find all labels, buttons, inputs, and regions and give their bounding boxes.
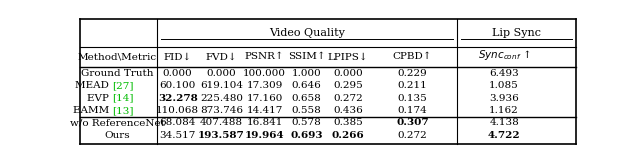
Text: 0.174: 0.174	[397, 106, 427, 115]
Text: 68.084: 68.084	[159, 118, 196, 127]
Text: 0.272: 0.272	[397, 131, 427, 140]
Text: 0.658: 0.658	[292, 93, 321, 103]
Text: 193.587: 193.587	[198, 131, 244, 140]
Text: 0.000: 0.000	[333, 69, 363, 78]
Text: Video Quality: Video Quality	[269, 28, 345, 38]
Text: 4.138: 4.138	[489, 118, 519, 127]
Text: 19.964: 19.964	[244, 131, 284, 140]
Text: LPIPS↓: LPIPS↓	[328, 52, 368, 61]
Text: 0.307: 0.307	[396, 118, 429, 127]
Text: 1.000: 1.000	[292, 69, 321, 78]
Text: [14]: [14]	[112, 93, 134, 103]
Text: 6.493: 6.493	[489, 69, 519, 78]
Text: 0.693: 0.693	[291, 131, 323, 140]
Text: SSIM↑: SSIM↑	[288, 52, 326, 61]
Text: Ground Truth: Ground Truth	[81, 69, 154, 78]
Text: 16.841: 16.841	[246, 118, 283, 127]
Text: 0.578: 0.578	[292, 118, 321, 127]
Text: 32.278: 32.278	[158, 93, 198, 103]
Text: MEAD: MEAD	[75, 81, 112, 90]
Text: 14.417: 14.417	[246, 106, 283, 115]
Text: 0.135: 0.135	[397, 93, 427, 103]
Text: FID↓: FID↓	[164, 52, 192, 61]
Text: 619.104: 619.104	[200, 81, 243, 90]
Text: 0.266: 0.266	[332, 131, 364, 140]
Text: 4.722: 4.722	[488, 131, 520, 140]
Text: 0.229: 0.229	[397, 69, 427, 78]
Text: CPBD↑: CPBD↑	[392, 52, 432, 61]
Text: 0.436: 0.436	[333, 106, 363, 115]
Text: 1.085: 1.085	[489, 81, 519, 90]
Text: 0.558: 0.558	[292, 106, 321, 115]
Text: 0.000: 0.000	[207, 69, 236, 78]
Text: [27]: [27]	[112, 81, 134, 90]
Text: 110.068: 110.068	[156, 106, 199, 115]
Text: 34.517: 34.517	[159, 131, 196, 140]
Text: 0.272: 0.272	[333, 93, 363, 103]
Text: w/o ReferenceNet: w/o ReferenceNet	[70, 118, 164, 127]
Text: 17.160: 17.160	[246, 93, 283, 103]
Text: 3.936: 3.936	[489, 93, 519, 103]
Text: PSNR↑: PSNR↑	[244, 52, 284, 61]
Text: Lip Sync: Lip Sync	[492, 28, 541, 38]
Text: $\mathit{Sync_{conf}}$ ↑: $\mathit{Sync_{conf}}$ ↑	[477, 48, 531, 62]
Text: FVD↓: FVD↓	[205, 52, 237, 61]
Text: 100.000: 100.000	[243, 69, 286, 78]
Text: 0.211: 0.211	[397, 81, 427, 90]
Text: 1.162: 1.162	[489, 106, 519, 115]
Text: 873.746: 873.746	[200, 106, 243, 115]
Text: 0.646: 0.646	[292, 81, 321, 90]
Text: 0.385: 0.385	[333, 118, 363, 127]
Text: 17.309: 17.309	[246, 81, 283, 90]
Text: [13]: [13]	[112, 106, 134, 115]
Text: 225.480: 225.480	[200, 93, 243, 103]
Text: 60.100: 60.100	[159, 81, 196, 90]
Text: 0.295: 0.295	[333, 81, 363, 90]
Text: 407.488: 407.488	[200, 118, 243, 127]
Text: Method\Metric: Method\Metric	[77, 52, 157, 61]
Text: EVP: EVP	[87, 93, 112, 103]
Text: 0.000: 0.000	[163, 69, 193, 78]
Text: Ours: Ours	[104, 131, 130, 140]
Text: EAMM: EAMM	[73, 106, 112, 115]
